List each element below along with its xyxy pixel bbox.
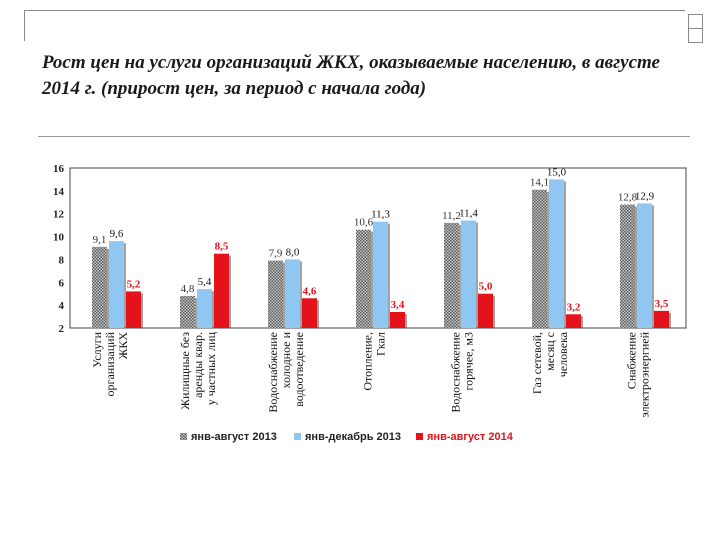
data-label: 15,0 <box>547 166 567 178</box>
bar <box>214 253 229 328</box>
data-label: 3,4 <box>391 299 405 311</box>
legend-swatch <box>180 433 187 440</box>
bar <box>654 310 669 328</box>
bar <box>444 222 459 328</box>
slide-title: Рост цен на услуги организаций ЖКХ, оказ… <box>42 52 660 99</box>
y-tick-label: 16 <box>53 163 65 175</box>
data-label: 11,3 <box>371 209 390 221</box>
data-label: 12,9 <box>635 190 655 202</box>
bar <box>180 296 195 328</box>
data-label: 9,1 <box>93 234 107 246</box>
bar <box>549 179 564 328</box>
bar <box>461 220 476 328</box>
bar <box>285 259 300 328</box>
y-tick-label: 4 <box>59 300 65 312</box>
y-tick-label: 14 <box>53 186 65 198</box>
legend-label: янв-декабрь 2013 <box>305 431 401 443</box>
data-label: 11,2 <box>442 210 461 222</box>
data-label: 7,9 <box>269 248 283 260</box>
legend-label: янв-август 2014 <box>427 431 514 443</box>
category-label: Отопление,Гкал <box>361 332 388 391</box>
bar <box>373 221 388 328</box>
y-tick-label: 2 <box>59 323 65 335</box>
data-label: 8,5 <box>215 241 229 253</box>
bar <box>356 229 371 328</box>
y-tick-label: 6 <box>59 277 65 289</box>
bar <box>532 189 547 328</box>
bar <box>637 203 652 328</box>
bar <box>390 312 405 328</box>
decorative-square <box>688 14 703 29</box>
category-label: Водоснабжениехолодное иводоотведение <box>266 331 306 412</box>
bar-chart: 2 4 6 8 10 12 14 16 9,1 9,6 5,2 4,85,4 8,5 7,9 8,0 4,6 1… <box>53 163 687 443</box>
data-label: 3,2 <box>567 301 581 313</box>
category-label: Жилищные безаренды квар.у частных лиц <box>178 331 218 409</box>
category-label: УслугиорганизацийЖКХ <box>90 331 130 396</box>
bar <box>302 298 317 328</box>
title-divider <box>38 136 690 137</box>
decorative-square <box>688 28 703 43</box>
bar <box>478 293 493 328</box>
category-label: Водоснабжениегорячее, м3 <box>449 332 476 413</box>
category-label: Газ сетевой,месяц счеловека <box>530 331 570 394</box>
bar <box>197 289 212 328</box>
bar <box>620 204 635 328</box>
y-tick-label: 10 <box>53 232 65 244</box>
legend-swatch <box>416 433 423 440</box>
data-label: 12,8 <box>618 192 638 204</box>
data-label: 4,8 <box>181 283 195 295</box>
y-tick-label: 8 <box>59 254 65 266</box>
data-label: 14,1 <box>530 177 549 189</box>
data-label: 5,0 <box>479 281 493 293</box>
bar <box>109 241 124 328</box>
bar <box>126 291 141 328</box>
data-label: 5,2 <box>127 278 141 290</box>
decorative-frame <box>24 10 685 41</box>
data-label: 4,6 <box>303 285 317 297</box>
data-label: 10,6 <box>354 217 374 229</box>
legend-swatch <box>294 433 301 440</box>
data-label: 3,5 <box>655 298 669 310</box>
data-label: 5,4 <box>198 276 212 288</box>
bar <box>92 246 107 328</box>
data-label: 8,0 <box>286 246 300 258</box>
category-label: Снабжениеэлектроэнергией <box>625 331 652 417</box>
y-tick-label: 12 <box>53 209 65 221</box>
data-label: 9,6 <box>110 228 124 240</box>
bar <box>566 314 581 328</box>
bar <box>268 260 283 328</box>
legend-label: янв-август 2013 <box>191 431 277 443</box>
data-label: 11,4 <box>459 208 478 220</box>
